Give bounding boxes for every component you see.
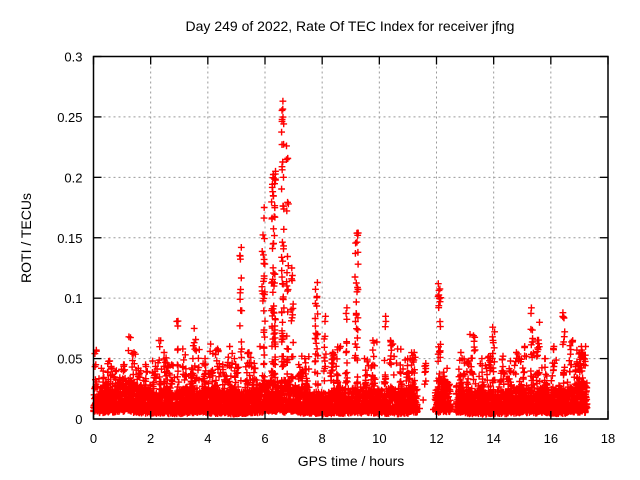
x-tick-label: 10	[372, 431, 386, 446]
data-points	[90, 97, 591, 418]
chart-title: Day 249 of 2022, Rate Of TEC Index for r…	[186, 18, 515, 34]
y-tick-label: 0.3	[64, 50, 82, 65]
x-tick-label: 14	[486, 431, 500, 446]
y-tick-label: 0.1	[64, 291, 82, 306]
y-tick-label: 0	[75, 412, 82, 427]
tick-labels: 0 2 4 6 8 10 12 14 16 18 0 0.05 0.1 0.15 0.2 0.25 0.3	[57, 50, 615, 447]
y-tick-label: 0.15	[57, 231, 82, 246]
y-tick-label: 0.2	[64, 170, 82, 185]
grid-layer	[93, 56, 608, 419]
x-tick-label: 12	[429, 431, 443, 446]
x-tick-label: 18	[601, 431, 615, 446]
x-tick-label: 0	[90, 431, 97, 446]
x-tick-label: 2	[147, 431, 154, 446]
tick-marks	[92, 55, 609, 420]
x-axis-label: GPS time / hours	[298, 453, 405, 469]
x-tick-label: 6	[261, 431, 268, 446]
y-axis-label: ROTI / TECUs	[18, 193, 34, 283]
x-tick-label: 4	[204, 431, 211, 446]
y-tick-label: 0.05	[57, 352, 82, 367]
y-tick-label: 0.25	[57, 110, 82, 125]
x-tick-label: 16	[544, 431, 558, 446]
x-tick-label: 8	[319, 431, 326, 446]
